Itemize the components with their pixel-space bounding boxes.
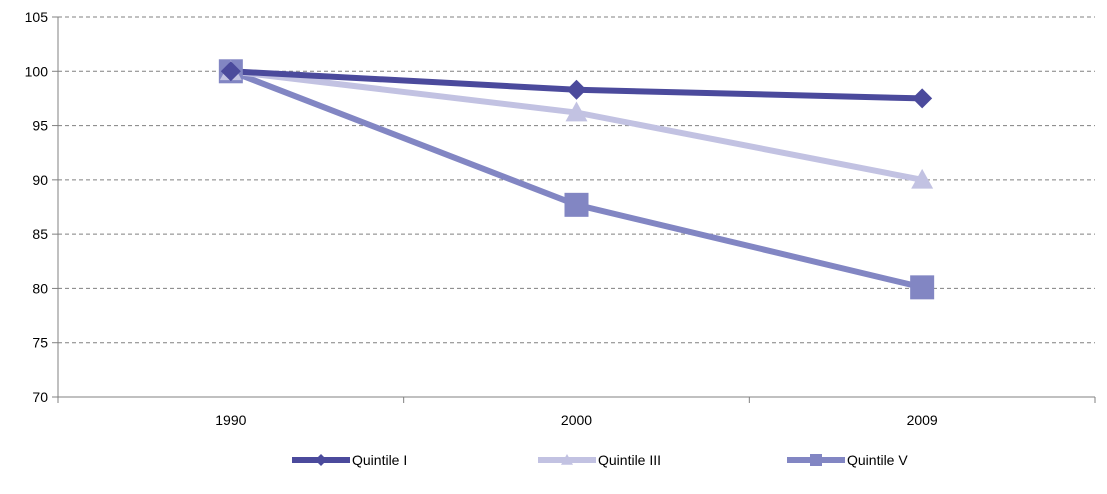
y-tick-label: 70 <box>32 389 48 405</box>
legend-label: Quintile III <box>598 452 661 468</box>
y-tick-label: 85 <box>32 226 48 242</box>
legend-label: Quintile I <box>352 452 407 468</box>
data-point <box>564 192 589 217</box>
y-tick-label: 100 <box>25 63 49 79</box>
y-tick-label: 80 <box>32 280 48 296</box>
axes: 70 75 80 85 90 95 100 105 1990 2000 2009 <box>25 9 1096 428</box>
data-point <box>565 101 588 122</box>
x-tick-label: 2000 <box>561 412 592 428</box>
legend-marker <box>561 454 573 465</box>
legend: Quintile I Quintile III Quintile V <box>292 452 908 468</box>
gridlines <box>58 16 1095 344</box>
data-point <box>220 61 241 82</box>
y-tick-label: 90 <box>32 172 48 188</box>
legend-marker <box>315 454 327 466</box>
y-tick-label: 105 <box>25 9 49 25</box>
legend-label: Quintile V <box>847 452 908 468</box>
y-tick-label: 95 <box>32 118 48 134</box>
data-point <box>566 79 587 100</box>
x-tick-label: 1990 <box>215 412 246 428</box>
data-point <box>912 88 933 109</box>
series-lines <box>218 59 935 300</box>
data-point <box>911 168 934 189</box>
y-tick-label: 75 <box>32 335 48 351</box>
data-point <box>910 275 935 300</box>
legend-marker <box>810 454 822 466</box>
x-tick-label: 2009 <box>907 412 938 428</box>
